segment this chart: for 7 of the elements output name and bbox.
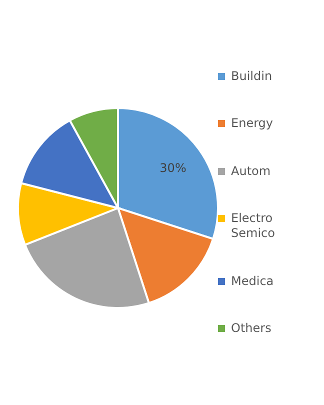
legend-label: Energy <box>231 116 274 132</box>
legend-label: Autom <box>231 164 272 179</box>
legend-label: Buildin <box>231 68 274 84</box>
legend-label: Medica <box>231 274 275 289</box>
data-label: 30% <box>160 160 186 175</box>
legend-label: Others <box>231 321 272 336</box>
legend-label: Electro Semico <box>231 211 276 242</box>
